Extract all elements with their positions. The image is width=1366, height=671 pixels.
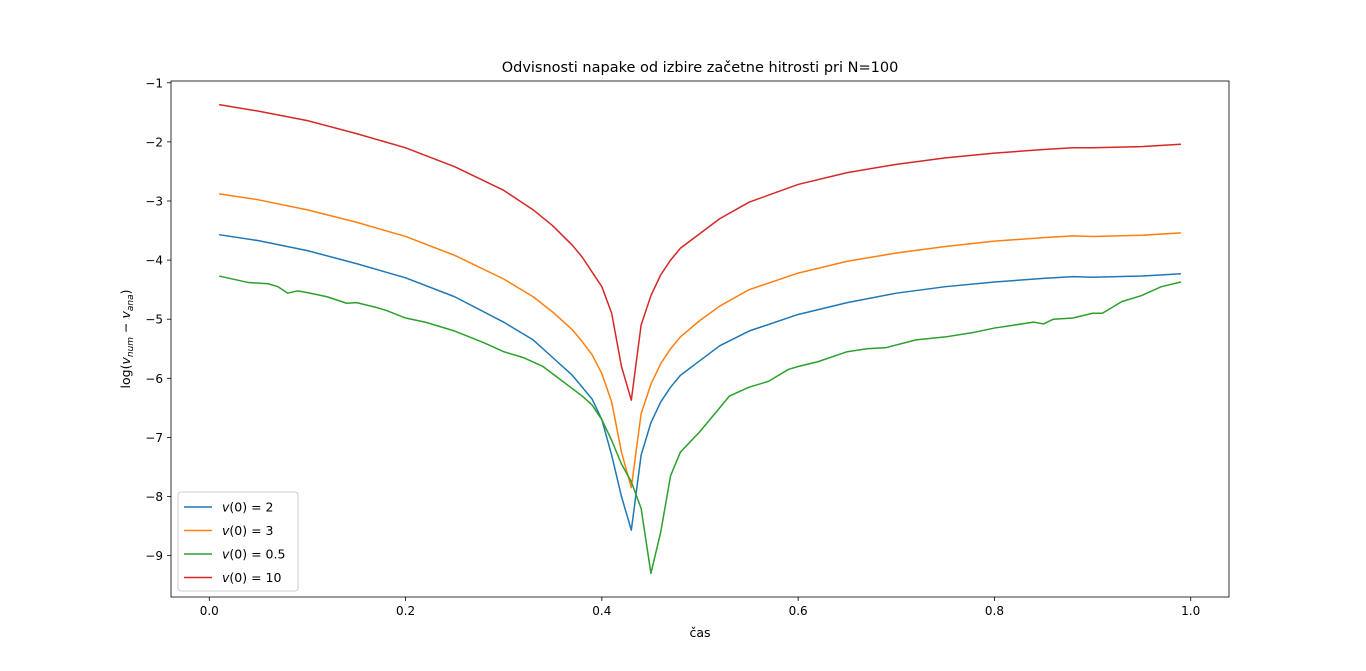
x-tick-label: 0.2 xyxy=(396,604,415,618)
y-tick-label: −3 xyxy=(145,194,163,208)
y-axis: −9 −8 −7 −6 −5 −4 −3 −2 −1 xyxy=(145,76,171,563)
x-tick-label: 1.0 xyxy=(1181,604,1200,618)
y-axis-label-close: ) xyxy=(118,290,133,295)
y-axis-label-log: log( xyxy=(118,365,133,389)
legend-box xyxy=(177,491,299,592)
y-axis-label-ana: ana xyxy=(126,294,136,311)
y-tick-label: −4 xyxy=(145,254,163,268)
series-line-0 xyxy=(218,233,1181,531)
chart-title: Odvisnosti napake od izbire začetne hitr… xyxy=(502,60,899,76)
series-line-3 xyxy=(218,103,1181,401)
y-tick-label: −8 xyxy=(145,490,163,504)
x-tick-label: 0.4 xyxy=(592,604,611,618)
x-tick-label: 0.6 xyxy=(789,604,808,618)
y-axis-label: log(vnum − vana) xyxy=(118,290,136,389)
y-axis-label-v1: v xyxy=(118,357,133,365)
legend-label-2: v(0) = 0.5 xyxy=(222,547,285,562)
plot-frame xyxy=(170,80,1230,598)
x-tick-label: 0.0 xyxy=(200,604,219,618)
y-axis-label-v2: v xyxy=(118,311,133,319)
series-line-1 xyxy=(218,193,1181,489)
x-axis-label: čas xyxy=(689,625,710,640)
y-tick-label: −5 xyxy=(145,313,163,327)
legend-label-1: v(0) = 3 xyxy=(222,523,274,538)
x-axis: 0.0 0.2 0.4 0.6 0.8 1.0 xyxy=(200,597,1200,618)
y-tick-label: −9 xyxy=(145,549,163,563)
y-axis-label-minus: − xyxy=(118,319,133,337)
legend-label-0: v(0) = 2 xyxy=(222,500,274,515)
plot-area xyxy=(218,103,1182,575)
y-tick-label: −7 xyxy=(145,431,163,445)
y-tick-label: −1 xyxy=(145,76,163,90)
legend: v(0) = 2 v(0) = 3 v(0) = 0.5 v(0) = 10 xyxy=(177,491,299,592)
series-line-2 xyxy=(218,275,1182,575)
y-tick-label: −6 xyxy=(145,372,163,386)
legend-label-3: v(0) = 10 xyxy=(222,570,281,585)
x-tick-label: 0.8 xyxy=(985,604,1004,618)
y-axis-label-num: num xyxy=(126,337,136,357)
y-tick-label: −2 xyxy=(145,135,163,149)
